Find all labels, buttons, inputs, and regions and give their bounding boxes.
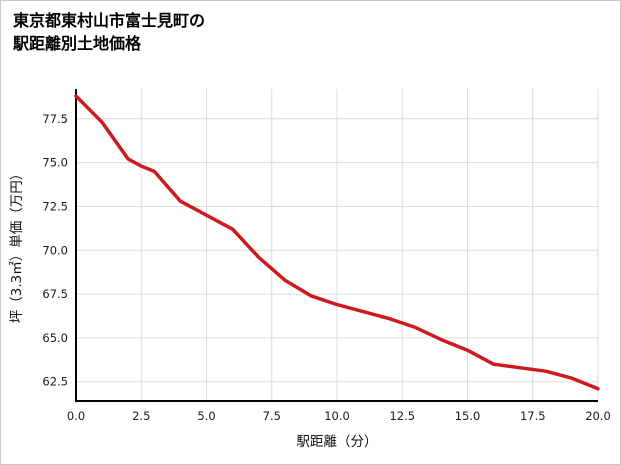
x-tick-label: 10.0: [324, 409, 350, 423]
x-tick-label: 15.0: [455, 409, 481, 423]
y-tick-label: 70.0: [42, 243, 68, 257]
gridlines: [75, 89, 599, 401]
price-line: [74, 94, 600, 391]
y-tick-label: 62.5: [42, 375, 68, 389]
x-tick-label: 5.0: [197, 409, 215, 423]
x-tick-label: 0.0: [67, 409, 85, 423]
x-axis-label: 駅距離（分）: [297, 434, 378, 450]
chart-title: 東京都東村山市富士見町の 駅距離別土地価格: [13, 9, 205, 55]
x-tick-label: 20.0: [585, 409, 611, 423]
y-tick-label: 75.0: [42, 156, 68, 170]
y-tick-label: 72.5: [42, 199, 68, 213]
x-tick-label: 17.5: [520, 409, 546, 423]
y-tick-label: 67.5: [42, 287, 68, 301]
y-tick-label: 65.0: [42, 331, 68, 345]
chart-title-line1: 東京都東村山市富士見町の: [13, 11, 206, 30]
x-tick-label: 12.5: [389, 409, 415, 423]
x-tick-label: 7.5: [263, 409, 281, 423]
y-axis-label: 坪（3.3㎡）単価（万円）: [9, 167, 25, 323]
x-tick-label: 2.5: [132, 409, 150, 423]
chart-title-line2: 駅距離別土地価格: [13, 34, 142, 54]
land-price-line-chart: 0.0 2.5 5.0 7.5 10.0 12.5 15.0 17.5 20.0 62.5 65.0…: [9, 89, 611, 450]
y-tick-label: 77.5: [42, 112, 68, 126]
